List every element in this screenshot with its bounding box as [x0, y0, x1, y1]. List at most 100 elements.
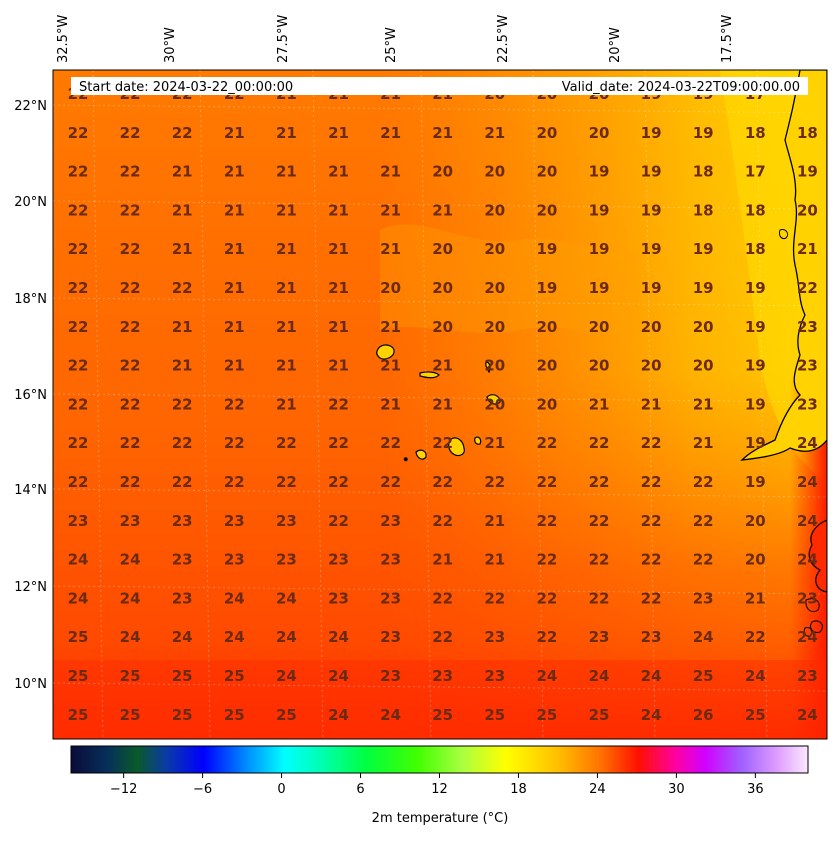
grid-value: 21 — [224, 201, 245, 219]
grid-value: 22 — [68, 395, 89, 413]
grid-value: 21 — [745, 589, 766, 607]
bijagos-island-3 — [803, 627, 813, 637]
grid-value: 20 — [589, 357, 610, 375]
island-fogo — [415, 449, 427, 460]
grid-value: 25 — [68, 628, 89, 646]
island-sao-vicente — [419, 371, 440, 379]
grid-value: 22 — [328, 512, 349, 530]
grid-value: 23 — [797, 318, 818, 336]
lon-label: 25°W — [384, 27, 399, 63]
grid-value: 23 — [172, 589, 193, 607]
grid-value: 21 — [432, 395, 453, 413]
grid-value: 22 — [120, 240, 141, 258]
grid-value: 22 — [432, 512, 453, 530]
grid-value: 23 — [432, 667, 453, 685]
grid-value: 23 — [380, 589, 401, 607]
grid-value: 22 — [68, 279, 89, 297]
grid-value: 21 — [224, 279, 245, 297]
grid-value: 24 — [693, 628, 714, 646]
grid-value: 23 — [224, 551, 245, 569]
island-sal — [485, 361, 491, 374]
grid-value: 22 — [68, 357, 89, 375]
grid-value: 23 — [693, 589, 714, 607]
grid-value: 22 — [797, 279, 818, 297]
grid-value: 21 — [380, 124, 401, 142]
grid-value: 24 — [797, 512, 818, 530]
grid-value: 25 — [172, 667, 193, 685]
grid-value: 22 — [432, 589, 453, 607]
grid-value: 23 — [276, 512, 297, 530]
grid-value: 21 — [328, 124, 349, 142]
grid-value: 22 — [120, 395, 141, 413]
map-frame — [52, 69, 828, 740]
grid-value: 19 — [641, 163, 662, 181]
grid-value: 24 — [380, 706, 401, 724]
grid-value: 21 — [328, 318, 349, 336]
grid-value: 22 — [536, 512, 557, 530]
lon-label: 17.5°W — [720, 15, 735, 63]
grid-value: 19 — [589, 240, 610, 258]
grid-value: 23 — [641, 628, 662, 646]
grid-value: 21 — [224, 163, 245, 181]
colorbar-label: 2m temperature (°C) — [372, 811, 509, 826]
grid-value: 24 — [536, 667, 557, 685]
grid-value: 23 — [276, 551, 297, 569]
lon-label: 27.5°W — [276, 15, 291, 63]
grid-value: 24 — [276, 628, 297, 646]
lon-label: 22.5°W — [496, 15, 511, 63]
grid-value: 19 — [536, 279, 557, 297]
field-warm-south — [53, 660, 827, 739]
grid-value: 21 — [328, 240, 349, 258]
grid-value: 19 — [797, 163, 818, 181]
longitude-labels: 32.5°W 30°W 27.5°W 25°W 22.5°W 20°W 17.5°W — [56, 15, 735, 63]
meridian-line — [199, 70, 211, 739]
grid-value: 20 — [484, 163, 505, 181]
grid-value: 22 — [432, 473, 453, 491]
grid-value: 22 — [68, 201, 89, 219]
lat-label: 14°N — [14, 483, 47, 498]
lon-label: 20°W — [608, 27, 623, 63]
grid-value: 21 — [432, 201, 453, 219]
grid-value: 23 — [797, 395, 818, 413]
grid-value: 21 — [380, 395, 401, 413]
grid-value: 19 — [589, 163, 610, 181]
grid-value: 21 — [797, 240, 818, 258]
lat-label: 16°N — [14, 388, 47, 403]
grid-value: 24 — [224, 628, 245, 646]
grid-value: 21 — [276, 318, 297, 336]
grid-value: 24 — [68, 551, 89, 569]
grid-value: 21 — [276, 395, 297, 413]
grid-value: 24 — [589, 667, 610, 685]
grid-value: 24 — [172, 628, 193, 646]
grid-value: 25 — [172, 706, 193, 724]
grid-value: 22 — [276, 434, 297, 452]
colorbar-tick-label: 0 — [277, 782, 285, 797]
grid-value: 22 — [276, 473, 297, 491]
date-header-bar — [71, 77, 808, 95]
grid-value: 25 — [120, 706, 141, 724]
valid-date-label: Valid_date: 2024-03-22T09:00:00.00 — [562, 80, 800, 95]
grid-value: 17 — [745, 163, 766, 181]
grid-value: 23 — [484, 667, 505, 685]
grid-value: 24 — [797, 706, 818, 724]
grid-value: 20 — [484, 279, 505, 297]
grid-value: 24 — [276, 589, 297, 607]
banc-d-arguin-islet — [779, 229, 789, 239]
meridian-line — [532, 70, 544, 739]
grid-value: 23 — [68, 512, 89, 530]
grid-value: 22 — [120, 473, 141, 491]
grid-value: 22 — [68, 434, 89, 452]
temperature-values: 22 22 22 22 21 21 21 21 20 20 20 19 19 17 22 22 22 21 21 21… — [68, 85, 818, 724]
grid-value: 20 — [432, 279, 453, 297]
grid-value: 21 — [276, 240, 297, 258]
grid-value: 22 — [589, 473, 610, 491]
grid-value: 22 — [380, 473, 401, 491]
grid-value: 21 — [693, 434, 714, 452]
grid-value: 22 — [68, 163, 89, 181]
grid-value: 21 — [328, 279, 349, 297]
grid-value: 21 — [224, 124, 245, 142]
colorbar-tick-label: −12 — [110, 782, 137, 797]
grid-value: 22 — [589, 512, 610, 530]
grid-value: 21 — [432, 357, 453, 375]
grid-value: 18 — [797, 124, 818, 142]
